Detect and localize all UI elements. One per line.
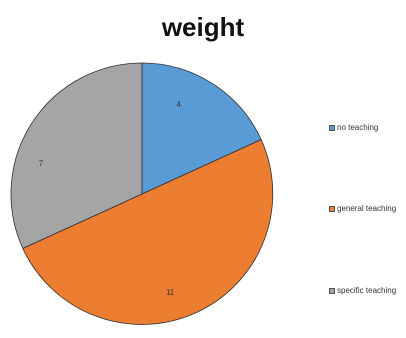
legend-swatch-no-teaching: [329, 124, 335, 131]
legend-item-no-teaching: no teaching: [329, 123, 378, 132]
legend-item-specific-teaching: specific teaching: [329, 286, 396, 295]
slice-label-specific-teaching: 7: [39, 159, 44, 168]
slice-label-no-teaching: 4: [176, 100, 181, 109]
pie-slice-specific-teaching: [10, 62, 143, 249]
legend-label-general-teaching: general teaching: [337, 204, 397, 213]
slice-label-general-teaching: 11: [166, 288, 175, 297]
legend-swatch-specific-teaching: [329, 287, 335, 294]
legend-item-general-teaching: general teaching: [329, 204, 396, 213]
legend-swatch-general-teaching: [329, 205, 335, 212]
legend-label-specific-teaching: specific teaching: [337, 286, 397, 295]
pie-slice-general-teaching: [22, 139, 274, 325]
legend-label-no-teaching: no teaching: [337, 123, 379, 132]
legend: no teaching general teaching specific te…: [329, 0, 406, 338]
pie-slice-no-teaching: [141, 62, 262, 195]
chart-title: weight: [161, 12, 245, 42]
